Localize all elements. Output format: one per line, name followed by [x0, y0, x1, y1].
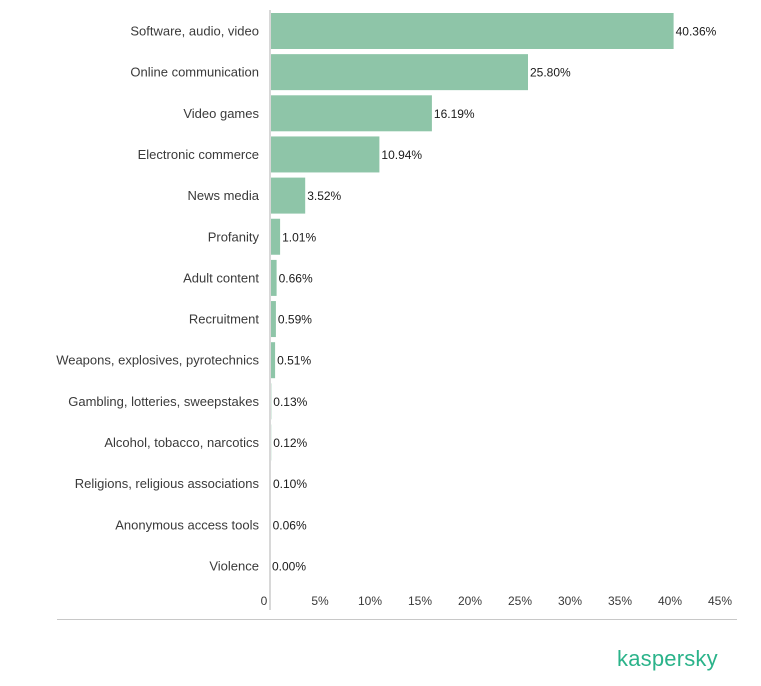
x-tick-label: 35%: [608, 594, 632, 608]
value-label: 0.00%: [272, 559, 306, 573]
bar: [271, 219, 280, 255]
x-tick-label: 10%: [358, 594, 382, 608]
category-label: Alcohol, tobacco, narcotics: [104, 435, 259, 450]
bar: [271, 54, 528, 90]
value-label: 25.80%: [530, 66, 571, 80]
x-tick-label: 5%: [311, 594, 329, 608]
x-tick-label: 15%: [408, 594, 432, 608]
category-label: News media: [187, 188, 259, 203]
category-label: Violence: [209, 558, 259, 573]
value-label: 1.01%: [282, 230, 316, 244]
bar: [271, 136, 379, 172]
category-label: Gambling, lotteries, sweepstakes: [68, 394, 259, 409]
category-label: Anonymous access tools: [115, 517, 259, 532]
bar: [271, 13, 674, 49]
category-label: Adult content: [183, 270, 259, 285]
category-label: Electronic commerce: [138, 147, 259, 162]
x-tick-label: 20%: [458, 594, 482, 608]
bar: [271, 178, 305, 214]
value-label: 0.59%: [278, 313, 312, 327]
category-label: Religions, religious associations: [75, 476, 260, 491]
category-label: Weapons, explosives, pyrotechnics: [56, 353, 259, 368]
x-tick-label: 25%: [508, 594, 532, 608]
bar: [271, 301, 276, 337]
value-label: 0.12%: [273, 436, 307, 450]
x-tick-label: 30%: [558, 594, 582, 608]
value-label: 16.19%: [434, 107, 475, 121]
category-label: Software, audio, video: [130, 24, 259, 39]
value-label: 0.10%: [273, 477, 307, 491]
value-label: 40.36%: [676, 25, 717, 39]
x-tick-label: 40%: [658, 594, 682, 608]
bar: [271, 342, 275, 378]
value-label: 10.94%: [381, 148, 422, 162]
value-label: 3.52%: [307, 189, 341, 203]
bar: [271, 95, 432, 131]
category-label: Recruitment: [189, 312, 259, 327]
value-label: 0.66%: [279, 271, 313, 285]
category-label: Profanity: [208, 229, 260, 244]
category-label: Video games: [183, 106, 259, 121]
category-label: Online communication: [130, 65, 259, 80]
value-label: 0.13%: [273, 395, 307, 409]
value-label: 0.06%: [273, 518, 307, 532]
bars-layer: [271, 13, 674, 461]
kaspersky-logo: kaspersky: [617, 646, 718, 672]
x-tick-label: 0: [261, 594, 268, 608]
x-tick-label: 45%: [708, 594, 732, 608]
ticks-layer: 0 5% 10% 15% 20% 25% 30% 35% 40% 45%: [261, 594, 733, 608]
bar: [271, 260, 277, 296]
value-label: 0.51%: [277, 354, 311, 368]
